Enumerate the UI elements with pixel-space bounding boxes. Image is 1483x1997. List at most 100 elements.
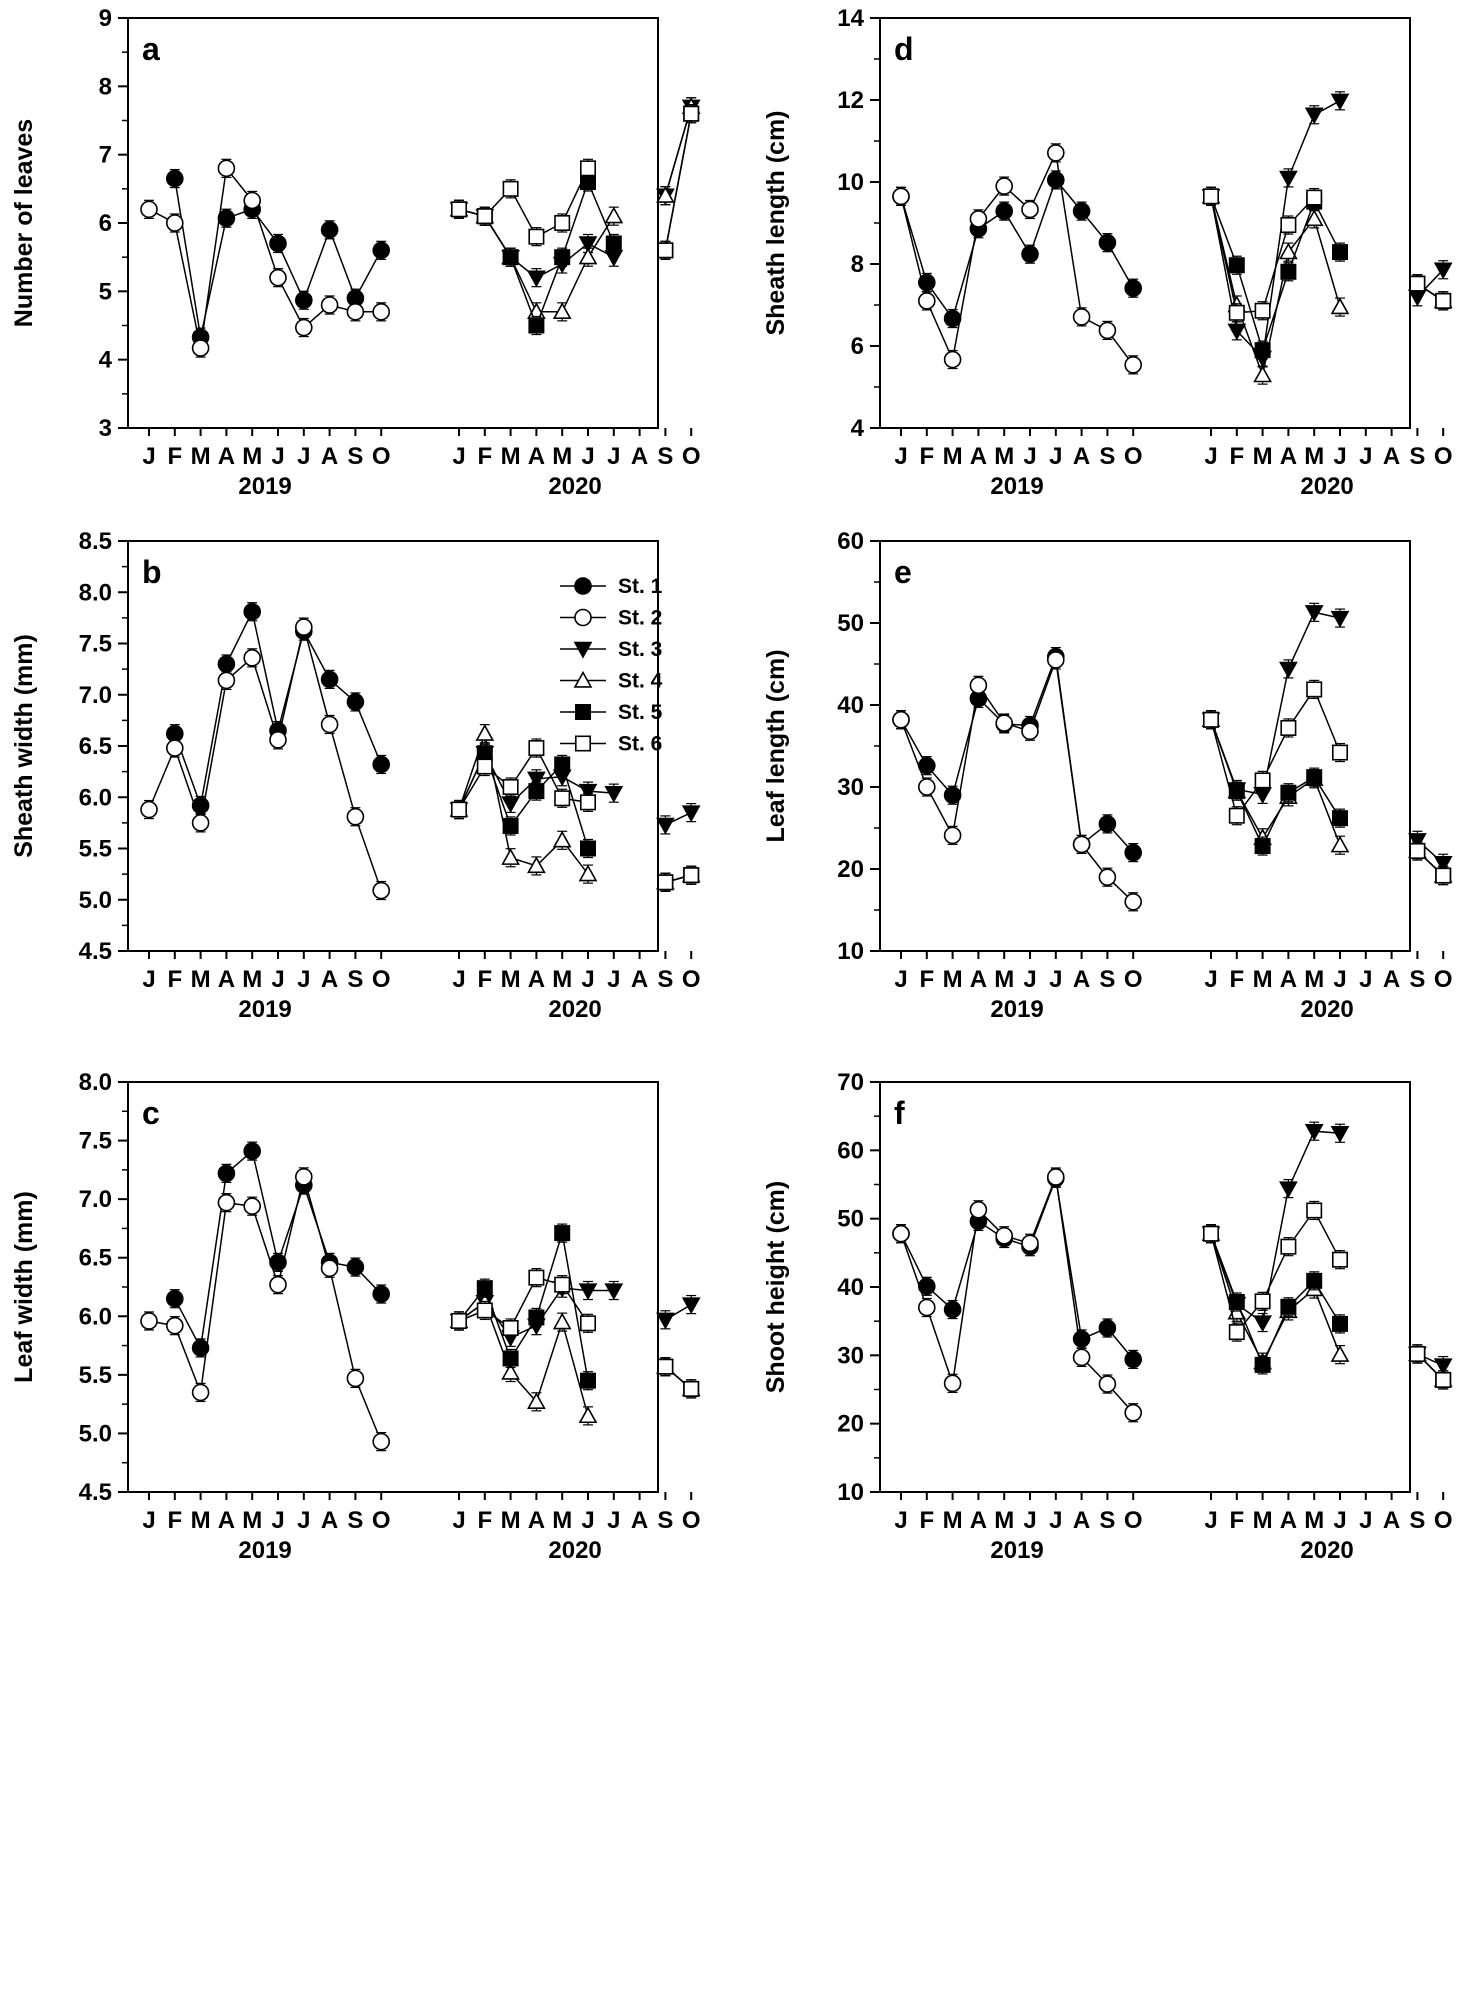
- data-point: [656, 186, 675, 203]
- data-point: [1228, 1324, 1245, 1341]
- x-month-label: J: [581, 966, 594, 993]
- data-point: [1433, 262, 1453, 280]
- data-point: [1280, 1298, 1297, 1315]
- x-month-label: A: [970, 966, 987, 993]
- x-month-label: S: [347, 1507, 363, 1534]
- y-tick-label: 8: [851, 251, 864, 278]
- series-line: [900, 178, 1134, 321]
- x-month-label: J: [607, 443, 620, 470]
- y-tick-label: 8.0: [79, 579, 112, 606]
- y-tick-label: 14: [837, 5, 864, 32]
- y-tick-label: 20: [837, 1411, 864, 1438]
- legend: St. 1 St. 2 St. 3 St. 4 St. 5 St. 6: [560, 575, 663, 756]
- data-point: [346, 693, 365, 711]
- x-month-label: J: [1333, 1507, 1346, 1534]
- series-line: [148, 626, 382, 891]
- series-line: [900, 656, 1134, 854]
- data-point: [1124, 356, 1142, 374]
- data-point: [1304, 605, 1324, 622]
- data-point: [502, 817, 519, 834]
- data-point: [579, 794, 596, 811]
- x-month-label: A: [218, 1507, 235, 1534]
- data-point: [450, 1312, 467, 1329]
- legend-marker: [573, 641, 593, 659]
- series-line: [1210, 1209, 1341, 1334]
- data-point: [166, 739, 184, 757]
- data-point: [554, 215, 571, 232]
- y-tick-label: 40: [837, 692, 864, 719]
- legend-entry: St. 2: [560, 607, 662, 630]
- series-st5: [1203, 186, 1452, 360]
- x-month-label: M: [1304, 1507, 1324, 1534]
- x-month-label: F: [1229, 966, 1244, 993]
- data-point: [450, 201, 467, 218]
- data-point: [1306, 189, 1323, 206]
- x-year-label: 2019: [238, 996, 291, 1023]
- x-month-label: J: [452, 966, 465, 993]
- data-point: [578, 1406, 598, 1424]
- x-month-label: J: [1049, 1507, 1062, 1534]
- data-point: [1227, 323, 1247, 341]
- x-month-label: M: [242, 966, 262, 993]
- data-point: [320, 715, 339, 734]
- legend-label: St. 5: [618, 701, 663, 724]
- y-tick-label: 7.0: [79, 1186, 112, 1213]
- data-point: [1072, 1348, 1091, 1367]
- data-point: [527, 856, 546, 874]
- legend-entry: St. 3: [560, 638, 662, 661]
- y-tick-label: 4.5: [79, 1479, 112, 1506]
- data-point: [217, 159, 236, 178]
- y-axis-label: Sheath length (cm): [762, 110, 790, 335]
- data-point: [269, 1275, 287, 1294]
- data-point: [917, 292, 936, 310]
- y-tick-label: 5.0: [79, 887, 112, 914]
- data-point: [502, 778, 519, 795]
- x-month-label: O: [1124, 443, 1143, 470]
- series-line: [664, 113, 692, 251]
- data-point: [476, 758, 493, 775]
- data-point: [1203, 188, 1220, 205]
- x-month-label: A: [1280, 443, 1297, 470]
- x-month-label: J: [1359, 1507, 1372, 1534]
- y-tick-label: 5.5: [79, 1362, 112, 1389]
- x-month-label: O: [1434, 966, 1453, 993]
- data-point: [656, 1312, 675, 1330]
- y-tick-label: 10: [837, 1479, 864, 1506]
- series-line: [900, 1175, 1134, 1360]
- series-line: [1210, 196, 1341, 378]
- plot-frame: [879, 540, 1411, 952]
- x-month-label: A: [528, 966, 545, 993]
- data-point: [1021, 245, 1039, 263]
- data-point: [217, 209, 236, 228]
- series-st2: [892, 143, 1142, 375]
- y-axis-label: Leaf length (cm): [762, 649, 790, 842]
- data-point: [943, 309, 962, 328]
- data-point: [372, 241, 391, 260]
- data-point: [528, 228, 545, 245]
- x-month-label: A: [1280, 1507, 1297, 1534]
- data-point: [501, 1362, 520, 1380]
- x-month-label: F: [167, 966, 182, 993]
- y-tick-label: 5: [99, 278, 112, 305]
- data-point: [528, 1309, 545, 1326]
- x-month-label: J: [1023, 1507, 1036, 1534]
- x-month-label: J: [607, 1507, 620, 1534]
- x-month-label: S: [1409, 443, 1425, 470]
- x-year-label: 2019: [238, 1537, 291, 1564]
- x-month-label: O: [682, 966, 701, 993]
- y-tick-label: 6.0: [79, 1303, 112, 1330]
- x-month-label: M: [191, 443, 211, 470]
- panel-letter: e: [894, 554, 912, 590]
- data-point: [995, 177, 1014, 195]
- data-point: [1306, 1202, 1323, 1219]
- x-month-label: O: [1124, 1507, 1143, 1534]
- y-tick-label: 50: [837, 610, 864, 637]
- series-st1: [892, 646, 1142, 863]
- x-month-label: O: [1124, 966, 1143, 993]
- series-st6: [450, 738, 700, 892]
- series-line: [900, 150, 1134, 366]
- data-point: [140, 800, 158, 819]
- data-point: [1280, 217, 1297, 234]
